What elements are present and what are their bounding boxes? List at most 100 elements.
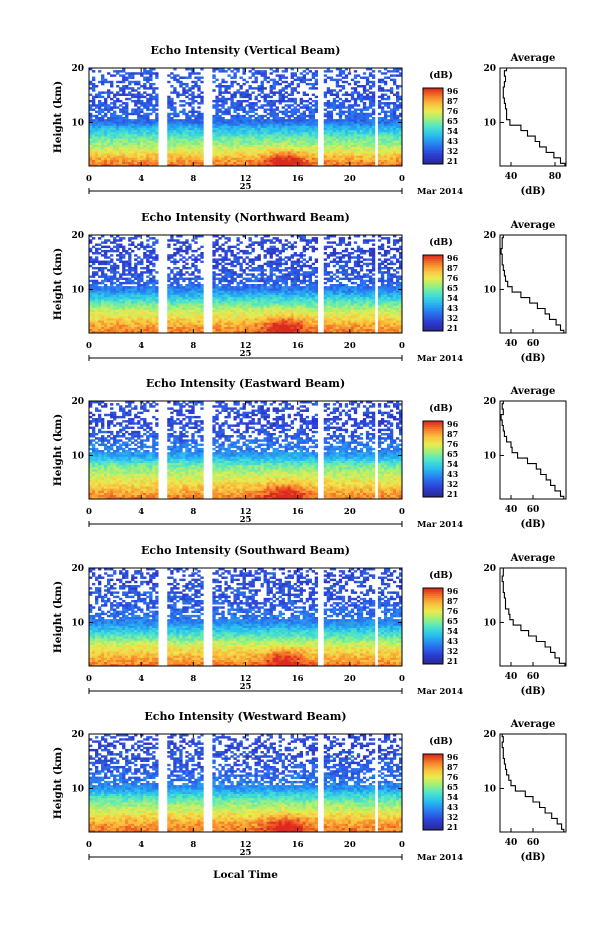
heatmap-cell [239,328,243,332]
heatmap-cell [308,161,313,165]
heatmap-cell [128,305,132,308]
heatmap-cell [383,125,388,128]
heatmap-cell [314,104,319,107]
heatmap-cell [239,142,243,145]
heatmap-cell [128,313,132,317]
heatmap-cell [131,303,135,306]
heatmap-cell [185,277,189,281]
heatmap-cell [233,102,237,105]
heatmap-cell [296,157,300,160]
heatmap-cell [110,74,114,77]
heatmap-cell [98,129,102,133]
heatmap-cell [248,140,252,143]
heatmap-cell [119,307,123,310]
heatmap-cell [230,121,234,124]
heatmap-cell [137,151,141,154]
heatmap-cell [125,134,129,137]
heatmap-cell [113,144,117,148]
heatmap-cell [353,159,358,163]
heatmap-cell [263,127,267,131]
heatmap-cell [194,266,198,270]
heatmap-cell [383,129,388,133]
heatmap-cell [179,284,183,287]
heatmap-cell [398,85,403,88]
heatmap-cell [155,123,159,126]
heatmap-cell [236,102,240,105]
heatmap-cell [233,138,237,141]
heatmap-cell [302,153,306,156]
heatmap-cell [104,134,108,137]
heatmap-cell [104,121,108,124]
heatmap-cell [266,163,270,167]
heatmap-cell [227,87,231,90]
heatmap-cell [263,99,267,103]
heatmap-cell [254,153,258,156]
heatmap-cell [254,95,258,99]
heatmap-cell [227,74,231,77]
heatmap-cell [365,108,370,111]
heatmap-cell [170,148,174,152]
heatmap-cell [215,123,219,126]
heatmap-cell [125,155,129,158]
heatmap-cell [305,114,309,118]
heatmap-cell [107,239,111,242]
heatmap-cell [260,138,264,141]
heatmap-cell [287,129,291,133]
heatmap-cell [197,121,201,124]
heatmap-cell [227,290,231,293]
heatmap-cell [152,305,156,308]
heatmap-cell [218,318,222,321]
heatmap-cell [119,138,123,141]
heatmap-cell [179,129,183,133]
heatmap-cell [179,148,183,152]
heatmap-cell [92,294,96,298]
heatmap-cell [308,82,313,86]
heatmap-cell [230,307,234,310]
heatmap-cell [344,161,349,165]
heatmap-cell [242,91,246,94]
heatmap-cell [170,153,174,156]
heatmap-cell [134,121,138,124]
heatmap-cell [89,127,93,131]
heatmap-cell [332,131,337,135]
heatmap-cell [386,144,391,148]
heatmap-cell [323,140,328,143]
heatmap-cell [359,127,364,131]
heatmap-cell [386,138,391,141]
heatmap-cell [302,134,306,137]
heatmap-cell [242,320,246,323]
heatmap-cell [188,307,192,310]
heatmap-cell [119,318,123,321]
heatmap-cell [323,80,328,84]
heatmap-cell [383,68,388,71]
heatmap-cell [284,127,288,131]
avg-title: Average [510,53,556,64]
heatmap-cell [344,127,349,131]
heatmap-cell [152,68,156,71]
heatmap-cell [350,157,355,160]
heatmap-cell [242,72,246,75]
heatmap-cell [380,119,385,122]
heatmap-cell [191,99,195,103]
heatmap-cell [89,307,93,310]
heatmap-cell [194,286,198,289]
heatmap-cell [263,138,267,141]
heatmap-cell [104,106,108,109]
heatmap-cell [188,157,192,160]
heatmap-cell [176,136,180,139]
heatmap-cell [212,241,216,244]
heatmap-cell [215,153,219,156]
heatmap-cell [260,87,264,90]
heatmap-cell [371,85,376,88]
heatmap-cell [305,155,309,158]
heatmap-cell [152,256,156,259]
heatmap-cell [137,148,141,152]
heatmap-cell [221,264,225,268]
heatmap-cell [125,104,129,107]
heatmap-cell [98,148,102,152]
heatmap-cell [179,144,183,148]
heatmap-cell [146,125,150,128]
heatmap-cell [356,74,361,77]
heatmap-cell [251,146,255,150]
heatmap-cell [356,108,361,111]
